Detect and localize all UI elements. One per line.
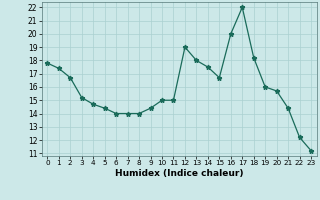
- X-axis label: Humidex (Indice chaleur): Humidex (Indice chaleur): [115, 169, 244, 178]
